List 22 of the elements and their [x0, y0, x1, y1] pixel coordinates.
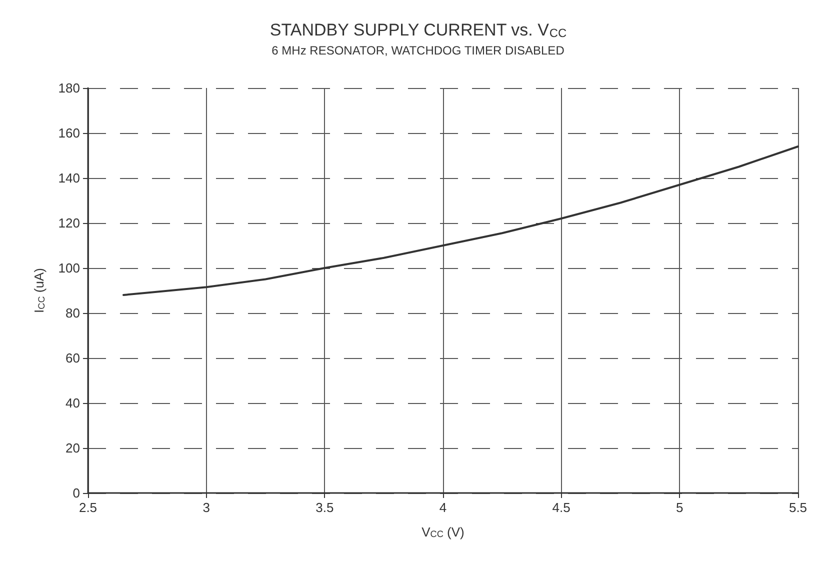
y-tick-label: 140 [58, 170, 80, 186]
chart-title: STANDBY SUPPLY CURRENT vs. VCC [270, 20, 567, 40]
y-tick-label: 180 [58, 80, 80, 96]
y-tick-label: 40 [66, 396, 80, 410]
y-tick-label: 100 [58, 260, 80, 276]
line-series [122, 146, 799, 296]
y-axis-title: ICC (uA) [32, 268, 47, 313]
x-tick-label: 5.5 [788, 500, 808, 515]
x-axis-title: VCC (V) [422, 524, 464, 540]
y-tick-label: 160 [58, 126, 80, 140]
chart-subtitle: 6 MHz RESONATOR, WATCHDOG TIMER DISABLED [272, 43, 565, 58]
x-tick-label: 3.5 [316, 500, 334, 515]
x-tick-label: 5 [676, 500, 684, 515]
y-tick-label: 60 [66, 350, 80, 366]
y-tick-label: 0 [72, 486, 80, 500]
y-tick-label: 80 [66, 306, 80, 320]
x-tick-label: 3 [202, 500, 210, 515]
x-tick-label: 4.5 [552, 500, 570, 515]
y-tick-label: 120 [58, 216, 80, 230]
y-tick-label: 20 [66, 440, 80, 456]
x-tick-label: 4 [439, 500, 447, 515]
x-tick-label: 2.5 [78, 500, 98, 515]
